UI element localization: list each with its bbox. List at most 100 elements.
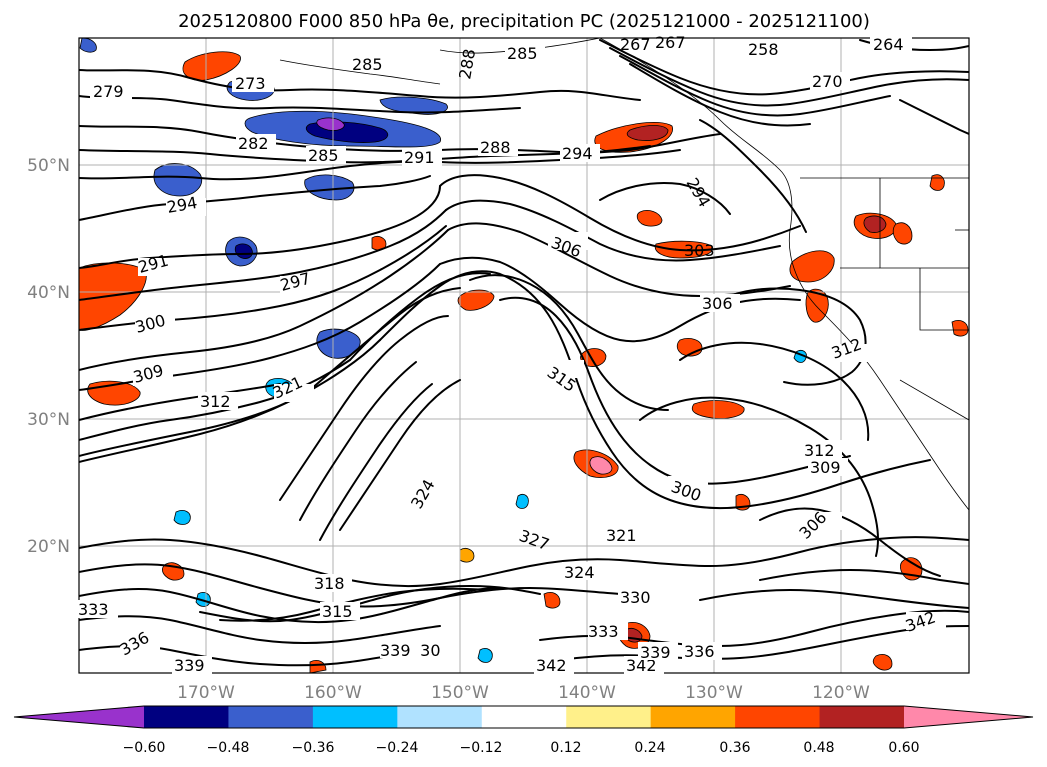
- contour-line: [79, 69, 641, 101]
- colorbar-under-extension: [14, 706, 144, 728]
- colorbar-tick-label: 0.36: [719, 740, 750, 756]
- colorbar-bin: [397, 706, 483, 728]
- contour-line: [445, 199, 781, 262]
- lat-label: 40°N: [27, 283, 70, 303]
- contour-label-bg: [198, 392, 238, 410]
- contour-label-bg: [682, 642, 722, 660]
- latitude-labels: 50°N 40°N 30°N 20°N: [27, 156, 70, 557]
- contour-label: 312: [804, 441, 835, 460]
- contour-line: [79, 383, 281, 421]
- lon-label: 150°W: [431, 683, 489, 703]
- contour-label-bg: [870, 34, 912, 52]
- contour-line: [79, 615, 441, 644]
- map-frame: [78, 37, 970, 674]
- contour-line: [759, 507, 941, 577]
- contour-label-bg: [78, 600, 118, 618]
- contour-label-bg: [505, 44, 545, 62]
- contour-line: [319, 383, 433, 541]
- contour-line: [79, 95, 521, 114]
- contour-label-bg: [668, 476, 708, 494]
- contour-label: 306: [702, 294, 733, 313]
- contour-label-bg: [560, 144, 600, 162]
- contour-line: [379, 270, 931, 509]
- contour-line: [639, 396, 879, 557]
- contour-label: 339: [174, 656, 205, 675]
- contour-label: 273: [235, 74, 266, 93]
- contour-label-bg: [120, 634, 160, 652]
- colorbar-bin: [312, 706, 398, 728]
- contour-label: 318: [314, 574, 345, 593]
- figure-title: 2025120800 F000 850 hPa θe, precipitatio…: [178, 11, 870, 32]
- contour-label-bg: [618, 588, 658, 606]
- contour-label: 333: [588, 622, 619, 641]
- colorbar-bin: [735, 706, 821, 728]
- contour-label-bg: [802, 440, 842, 458]
- colorbar-tick-label: 0.12: [550, 740, 581, 756]
- contour-label-bg: [172, 656, 212, 674]
- contour-label: 267: [655, 33, 686, 52]
- contour-line: [439, 174, 801, 252]
- contour-label: 339: [640, 643, 671, 662]
- aleutian-islands: [279, 59, 441, 85]
- colorbar-tick-label: −0.60: [123, 740, 166, 756]
- contour-label: 279: [93, 82, 124, 101]
- neg-blob: [79, 38, 97, 53]
- contour-line: [79, 339, 381, 457]
- contour-line: [599, 181, 731, 215]
- neg-blob: [153, 163, 203, 197]
- neg-blob: [477, 648, 493, 663]
- contour-label-bg: [534, 656, 574, 674]
- contour-line: [279, 315, 449, 501]
- contour-label: 291: [404, 148, 435, 167]
- contour-line: [79, 536, 969, 588]
- pos-blob: [543, 592, 561, 609]
- contour-label: 321: [606, 526, 637, 545]
- contour-line: [719, 287, 867, 386]
- contour-line: [899, 99, 969, 135]
- contour-label: 309: [810, 458, 841, 477]
- pos-blob: [805, 288, 829, 323]
- contour-label-bg: [588, 622, 628, 640]
- contour-label-bg: [320, 602, 360, 620]
- lon-label: 120°W: [812, 683, 870, 703]
- contour-line: [219, 587, 491, 622]
- contour-label: 312: [200, 392, 231, 411]
- contour-label-bg: [562, 562, 602, 580]
- contour-line: [79, 389, 311, 463]
- pos-blob: [892, 222, 913, 245]
- contour-label: 294: [562, 144, 593, 163]
- colorbar-tick-label: −0.48: [207, 740, 250, 756]
- pos-blob: [589, 456, 613, 475]
- contour-label-bg: [380, 640, 420, 658]
- contour-label: 258: [748, 40, 779, 59]
- colorbar-tick-label: 0.60: [888, 740, 919, 756]
- contour-label: 285: [308, 146, 339, 165]
- colorbar-bin: [650, 706, 736, 728]
- contour-label-bg: [544, 360, 584, 378]
- contour-line: [299, 361, 417, 521]
- colorbar-tick-label: 0.24: [634, 740, 665, 756]
- contour-label: 315: [322, 602, 353, 621]
- contour-label-bg: [232, 74, 274, 92]
- pos-blob: [929, 174, 945, 191]
- contour-label-bg: [90, 82, 132, 100]
- lat-label: 20°N: [27, 537, 70, 557]
- contour-label-bg: [133, 368, 173, 386]
- contour-label: 330: [620, 588, 651, 607]
- contour-label: 285: [352, 55, 383, 74]
- contour-line: [629, 63, 811, 127]
- colorbar-tick-label: 0.48: [803, 740, 834, 756]
- contour-line: [609, 47, 969, 107]
- state-border: [899, 379, 969, 421]
- state-border: [919, 268, 969, 331]
- contour-line: [759, 569, 969, 585]
- contour-label-bg: [832, 344, 872, 362]
- contour-label-bg: [548, 232, 588, 250]
- contour-label-bg: [135, 318, 175, 336]
- contour-label: 264: [873, 35, 904, 54]
- contour-line: [469, 274, 669, 411]
- theta-e-contours: [79, 39, 969, 667]
- colorbar-over-extension: [904, 706, 1033, 728]
